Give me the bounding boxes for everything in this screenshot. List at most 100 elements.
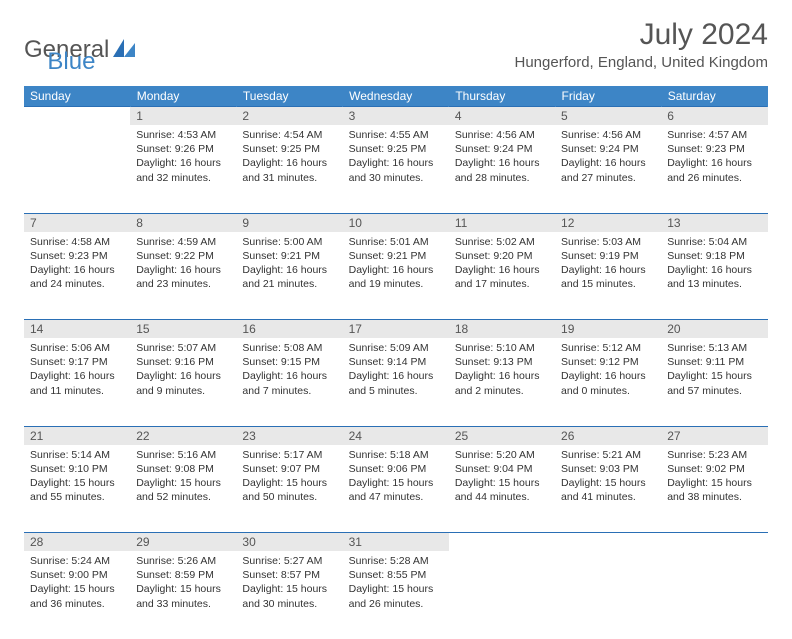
sunrise-text: Sunrise: 4:55 AM <box>349 128 443 142</box>
sunrise-text: Sunrise: 5:18 AM <box>349 448 443 462</box>
daylight-text: Daylight: 15 hours <box>30 476 124 490</box>
daylight-text: and 41 minutes. <box>561 490 655 504</box>
daylight-text: and 30 minutes. <box>349 171 443 185</box>
daylight-text: and 7 minutes. <box>242 384 336 398</box>
day-content-cell: Sunrise: 4:58 AMSunset: 9:23 PMDaylight:… <box>24 232 130 320</box>
day-number-cell: 13 <box>661 213 767 232</box>
day-content-cell: Sunrise: 5:02 AMSunset: 9:20 PMDaylight:… <box>449 232 555 320</box>
sunset-text: Sunset: 9:16 PM <box>136 355 230 369</box>
sunrise-text: Sunrise: 4:53 AM <box>136 128 230 142</box>
sunset-text: Sunset: 9:26 PM <box>136 142 230 156</box>
day-number-cell: 19 <box>555 320 661 339</box>
logo-mark-icon <box>113 39 135 62</box>
day-number-cell: 24 <box>343 426 449 445</box>
sunrise-text: Sunrise: 5:20 AM <box>455 448 549 462</box>
daylight-text: and 9 minutes. <box>136 384 230 398</box>
day-number-cell: 5 <box>555 107 661 126</box>
day-number-cell: 27 <box>661 426 767 445</box>
sunrise-text: Sunrise: 5:13 AM <box>667 341 761 355</box>
day-content-row: Sunrise: 4:58 AMSunset: 9:23 PMDaylight:… <box>24 232 768 320</box>
sunset-text: Sunset: 9:18 PM <box>667 249 761 263</box>
sunset-text: Sunset: 9:06 PM <box>349 462 443 476</box>
sunset-text: Sunset: 9:25 PM <box>349 142 443 156</box>
daylight-text: and 30 minutes. <box>242 597 336 611</box>
sunrise-text: Sunrise: 4:59 AM <box>136 235 230 249</box>
day-header: Thursday <box>449 86 555 107</box>
day-content-cell <box>449 551 555 639</box>
sunset-text: Sunset: 9:03 PM <box>561 462 655 476</box>
day-content-cell: Sunrise: 5:01 AMSunset: 9:21 PMDaylight:… <box>343 232 449 320</box>
sunrise-text: Sunrise: 5:12 AM <box>561 341 655 355</box>
daylight-text: Daylight: 16 hours <box>349 156 443 170</box>
day-number-cell <box>24 107 130 126</box>
daylight-text: Daylight: 16 hours <box>136 369 230 383</box>
daylight-text: Daylight: 16 hours <box>242 369 336 383</box>
daylight-text: and 19 minutes. <box>349 277 443 291</box>
day-number-cell: 23 <box>236 426 342 445</box>
day-content-cell <box>661 551 767 639</box>
sunset-text: Sunset: 9:08 PM <box>136 462 230 476</box>
daylight-text: Daylight: 15 hours <box>136 582 230 596</box>
daylight-text: Daylight: 16 hours <box>667 156 761 170</box>
day-content-cell: Sunrise: 4:54 AMSunset: 9:25 PMDaylight:… <box>236 125 342 213</box>
daylight-text: and 23 minutes. <box>136 277 230 291</box>
daylight-text: Daylight: 16 hours <box>30 369 124 383</box>
day-number-cell: 22 <box>130 426 236 445</box>
sunrise-text: Sunrise: 5:24 AM <box>30 554 124 568</box>
sunset-text: Sunset: 9:11 PM <box>667 355 761 369</box>
sunset-text: Sunset: 9:21 PM <box>242 249 336 263</box>
day-number-cell: 14 <box>24 320 130 339</box>
day-number-row: 123456 <box>24 107 768 126</box>
sunset-text: Sunset: 9:12 PM <box>561 355 655 369</box>
sunset-text: Sunset: 9:10 PM <box>30 462 124 476</box>
sunrise-text: Sunrise: 5:14 AM <box>30 448 124 462</box>
daylight-text: and 28 minutes. <box>455 171 549 185</box>
day-content-cell: Sunrise: 4:55 AMSunset: 9:25 PMDaylight:… <box>343 125 449 213</box>
daylight-text: Daylight: 15 hours <box>455 476 549 490</box>
logo: General Blue <box>24 18 95 76</box>
sunrise-text: Sunrise: 5:27 AM <box>242 554 336 568</box>
day-number-row: 21222324252627 <box>24 426 768 445</box>
daylight-text: Daylight: 16 hours <box>349 263 443 277</box>
day-number-row: 28293031 <box>24 533 768 552</box>
sunrise-text: Sunrise: 5:26 AM <box>136 554 230 568</box>
daylight-text: and 26 minutes. <box>349 597 443 611</box>
day-content-cell: Sunrise: 5:09 AMSunset: 9:14 PMDaylight:… <box>343 338 449 426</box>
daylight-text: and 13 minutes. <box>667 277 761 291</box>
day-content-row: Sunrise: 5:24 AMSunset: 9:00 PMDaylight:… <box>24 551 768 639</box>
daylight-text: Daylight: 15 hours <box>30 582 124 596</box>
day-number-cell: 3 <box>343 107 449 126</box>
sunrise-text: Sunrise: 5:04 AM <box>667 235 761 249</box>
day-content-cell: Sunrise: 5:04 AMSunset: 9:18 PMDaylight:… <box>661 232 767 320</box>
day-content-cell: Sunrise: 5:28 AMSunset: 8:55 PMDaylight:… <box>343 551 449 639</box>
sunrise-text: Sunrise: 5:16 AM <box>136 448 230 462</box>
day-header: Monday <box>130 86 236 107</box>
day-number-cell: 2 <box>236 107 342 126</box>
sunset-text: Sunset: 9:22 PM <box>136 249 230 263</box>
sunset-text: Sunset: 9:25 PM <box>242 142 336 156</box>
daylight-text: and 33 minutes. <box>136 597 230 611</box>
day-content-cell: Sunrise: 5:17 AMSunset: 9:07 PMDaylight:… <box>236 445 342 533</box>
day-content-cell: Sunrise: 5:08 AMSunset: 9:15 PMDaylight:… <box>236 338 342 426</box>
sunrise-text: Sunrise: 5:28 AM <box>349 554 443 568</box>
sunrise-text: Sunrise: 5:07 AM <box>136 341 230 355</box>
sunset-text: Sunset: 9:07 PM <box>242 462 336 476</box>
sunset-text: Sunset: 8:59 PM <box>136 568 230 582</box>
day-content-row: Sunrise: 5:06 AMSunset: 9:17 PMDaylight:… <box>24 338 768 426</box>
day-content-cell: Sunrise: 5:10 AMSunset: 9:13 PMDaylight:… <box>449 338 555 426</box>
daylight-text: and 2 minutes. <box>455 384 549 398</box>
day-header: Sunday <box>24 86 130 107</box>
day-content-cell: Sunrise: 4:57 AMSunset: 9:23 PMDaylight:… <box>661 125 767 213</box>
daylight-text: Daylight: 16 hours <box>667 263 761 277</box>
sunrise-text: Sunrise: 5:17 AM <box>242 448 336 462</box>
sunset-text: Sunset: 9:02 PM <box>667 462 761 476</box>
page-title: July 2024 <box>515 18 769 52</box>
daylight-text: Daylight: 15 hours <box>242 582 336 596</box>
daylight-text: Daylight: 15 hours <box>136 476 230 490</box>
day-number-cell: 6 <box>661 107 767 126</box>
day-header: Friday <box>555 86 661 107</box>
day-content-cell: Sunrise: 5:14 AMSunset: 9:10 PMDaylight:… <box>24 445 130 533</box>
day-number-cell: 28 <box>24 533 130 552</box>
daylight-text: and 5 minutes. <box>349 384 443 398</box>
sunrise-text: Sunrise: 4:56 AM <box>561 128 655 142</box>
